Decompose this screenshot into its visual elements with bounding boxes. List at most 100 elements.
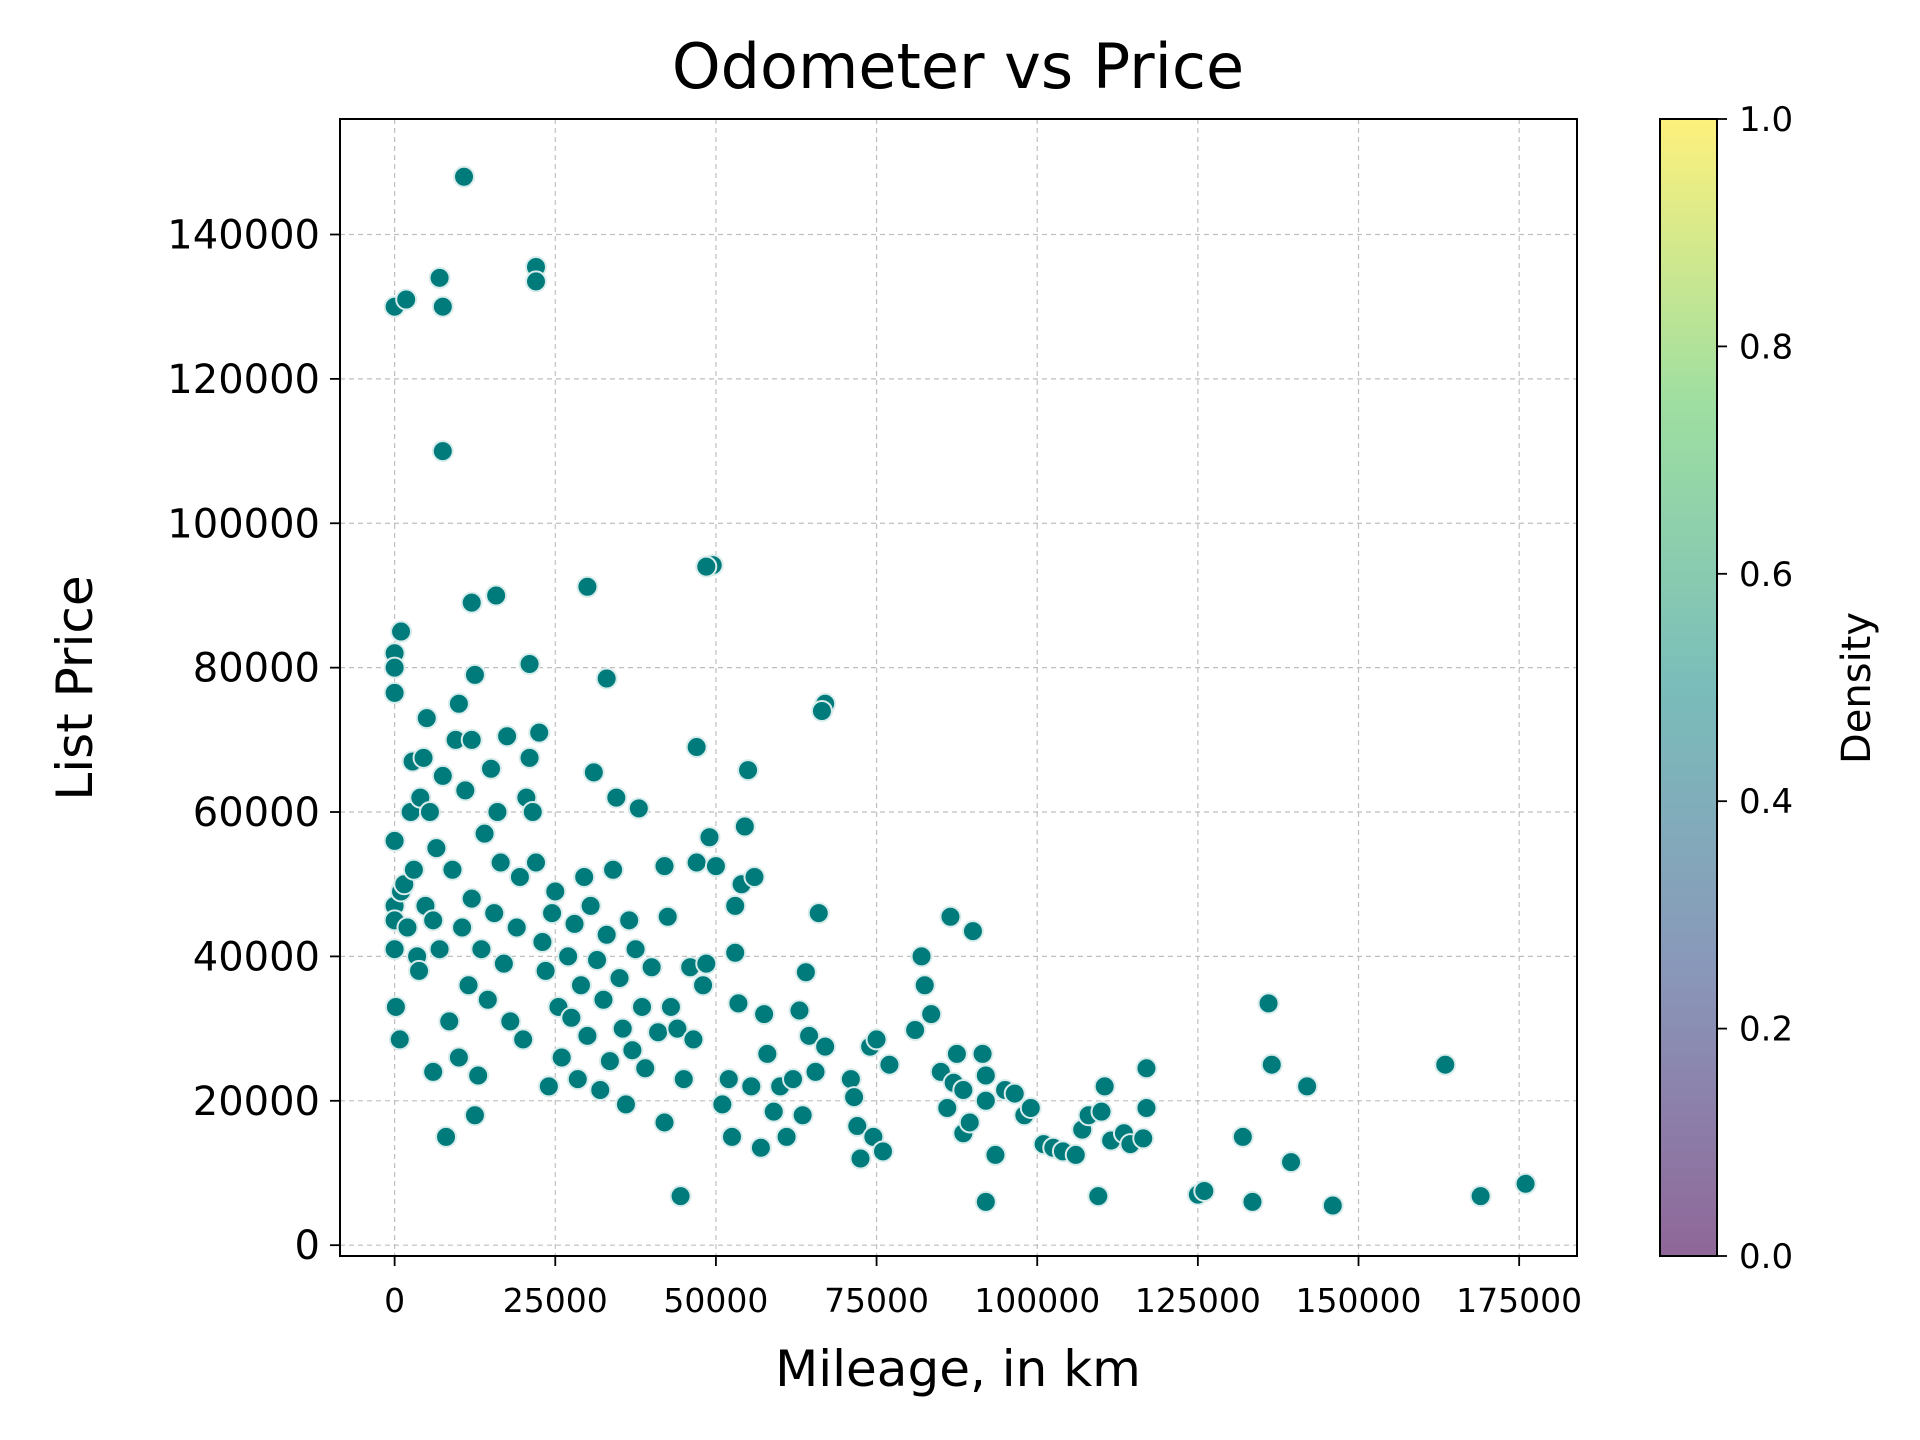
- scatter-point: [1003, 1082, 1026, 1105]
- scatter-point: [698, 826, 721, 849]
- scatter-point: [595, 667, 618, 690]
- scatter-point: [798, 1024, 821, 1047]
- scatter-point: [653, 1111, 676, 1134]
- scatter-point: [804, 1060, 827, 1083]
- y-tick-label: 120000: [167, 357, 320, 403]
- scatter-point: [1135, 1097, 1158, 1120]
- scatter-point: [528, 721, 551, 744]
- scatter-point: [557, 945, 580, 968]
- scatter-point: [576, 575, 599, 598]
- scatter-point: [952, 1078, 975, 1101]
- scatter-point: [737, 759, 760, 782]
- scatter-point: [598, 1050, 621, 1073]
- scatter-point: [961, 920, 984, 943]
- scatter-point: [682, 1028, 705, 1051]
- scatter-point: [1231, 1125, 1254, 1148]
- scatter-point: [592, 988, 615, 1011]
- scatter-point: [846, 1115, 869, 1138]
- scatter-point: [492, 952, 515, 975]
- x-axis-label: Mileage, in km: [775, 1340, 1141, 1398]
- scatter-point: [904, 1019, 927, 1042]
- x-tick-label: 0: [384, 1281, 405, 1320]
- scatter-point: [807, 902, 830, 925]
- scatter-point: [717, 1068, 740, 1091]
- scatter-point: [476, 988, 499, 1011]
- scatter-point: [408, 959, 431, 982]
- scatter-point: [1135, 1057, 1158, 1080]
- scatter-point: [720, 1125, 743, 1148]
- scatter-point: [512, 1028, 535, 1051]
- scatter-point: [463, 1104, 486, 1127]
- scatter-point: [775, 1125, 798, 1148]
- scatter-point: [485, 584, 508, 607]
- scatter-point: [849, 1147, 872, 1170]
- scatter-point: [653, 855, 676, 878]
- y-tick-label: 40000: [193, 934, 320, 980]
- scatter-point: [910, 945, 933, 968]
- scatter-point: [1257, 992, 1280, 1015]
- scatter-point: [602, 858, 625, 881]
- colorbar-label: Density: [1834, 612, 1880, 764]
- scatter-point: [974, 1064, 997, 1087]
- scatter-point: [1260, 1053, 1283, 1076]
- scatter-point: [1296, 1075, 1319, 1098]
- scatter-point: [431, 764, 454, 787]
- scatter-point: [422, 909, 445, 932]
- scatter-point: [958, 1111, 981, 1134]
- scatter-point: [470, 938, 493, 961]
- scatter-point: [1093, 1075, 1116, 1098]
- y-tick-label: 140000: [167, 213, 320, 259]
- scatter-point: [614, 1093, 637, 1116]
- scatter-point: [913, 974, 936, 997]
- scatter-point: [489, 851, 512, 874]
- chart-title: Odometer vs Price: [672, 30, 1244, 103]
- plot-frame: [339, 118, 1578, 1257]
- scatter-point: [692, 974, 715, 997]
- scatter-point: [395, 288, 418, 311]
- scatter-point: [608, 967, 631, 990]
- x-axis-ticks: 0 25000 50000 75000 100000 125000 150000 175000: [384, 1256, 1582, 1320]
- scatter-point: [518, 653, 541, 676]
- scatter-point: [1132, 1127, 1155, 1150]
- scatter-point: [1469, 1185, 1492, 1208]
- scatter-point: [634, 1057, 657, 1080]
- scatter-point: [428, 938, 451, 961]
- scatter-point: [586, 949, 609, 972]
- scatter-point: [566, 1068, 589, 1091]
- scatter-point: [762, 1100, 785, 1123]
- scatter-point: [550, 1046, 573, 1069]
- scatter-point: [447, 1046, 470, 1069]
- colorbar-tick-label: 0.6: [1739, 555, 1793, 595]
- scatter-point: [724, 941, 747, 964]
- scatter-point: [727, 992, 750, 1015]
- scatter-point: [936, 1097, 959, 1120]
- scatter-point: [505, 916, 528, 939]
- scatter-point: [791, 1104, 814, 1127]
- scatter-point: [814, 1035, 837, 1058]
- y-axis-ticks: 0 20000 40000 60000 80000 100000 120000 140000: [167, 213, 340, 1269]
- y-axis-label: List Price: [46, 575, 104, 800]
- scatter-point: [460, 728, 483, 751]
- scatter-point: [508, 866, 531, 888]
- scatter-point: [521, 801, 544, 824]
- scatter-point: [733, 815, 756, 838]
- scatter-point: [576, 1024, 599, 1047]
- scatter-point: [695, 952, 718, 975]
- x-tick-label: 75000: [824, 1281, 929, 1320]
- scatter-point: [438, 1010, 461, 1033]
- scatter-point: [794, 961, 817, 984]
- scatter-point: [839, 1068, 862, 1091]
- scatter-point: [460, 591, 483, 614]
- scatter-point: [486, 801, 509, 824]
- scatter-point: [451, 916, 474, 939]
- scatter-point: [418, 801, 441, 824]
- scatter-point: [595, 923, 618, 946]
- scatter-point: [685, 736, 708, 759]
- scatter-point: [390, 620, 413, 643]
- scatter-point: [383, 938, 406, 961]
- scatter-point: [1087, 1185, 1110, 1208]
- grid-lines: [340, 119, 1577, 1256]
- scatter-point: [756, 1042, 779, 1065]
- scatter-point: [499, 1010, 522, 1033]
- scatter-point: [666, 1017, 689, 1040]
